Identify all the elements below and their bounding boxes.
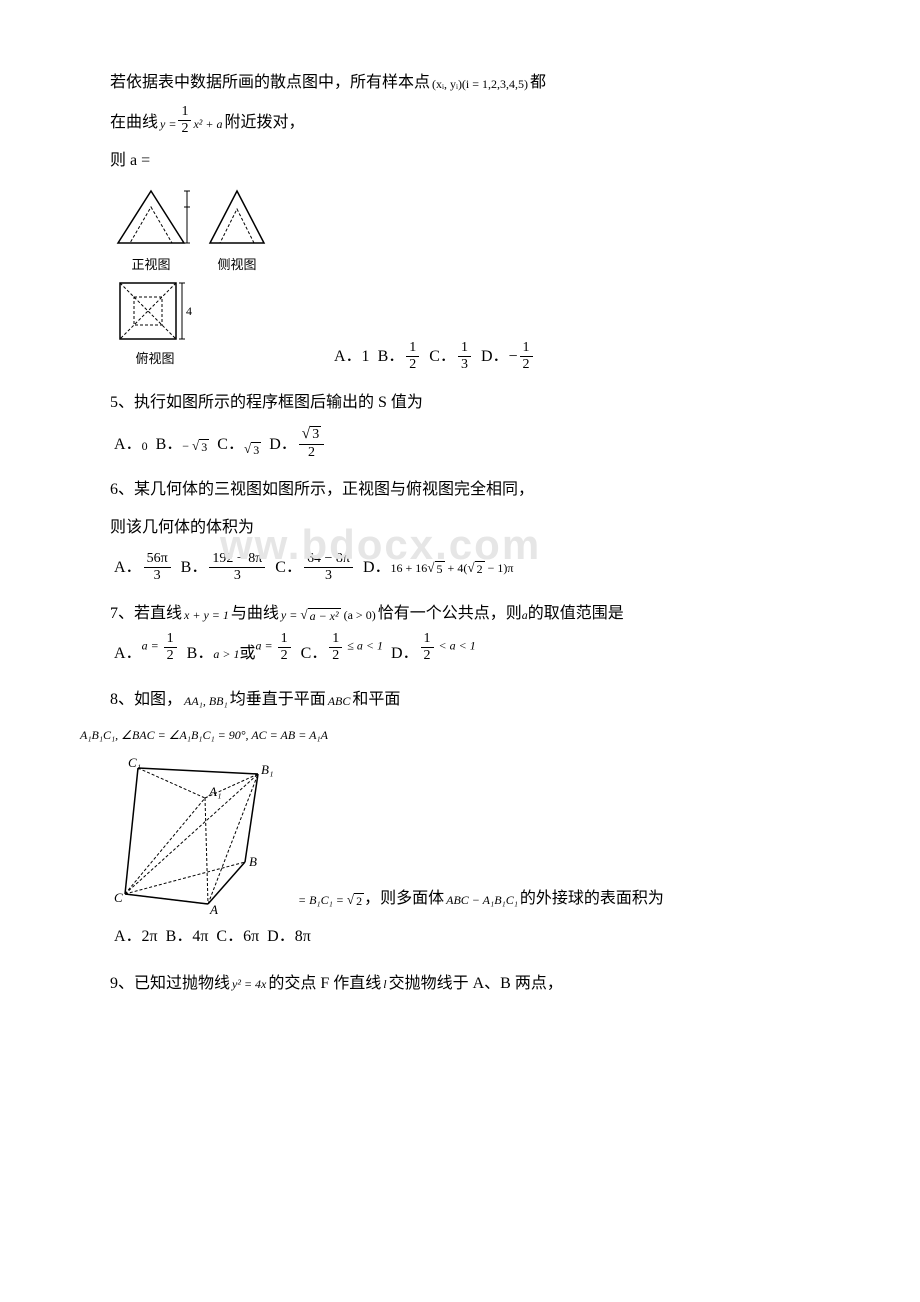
- q4-line1: 若依据表中数据所画的散点图中，所有样本点 (xᵢ, yᵢ)(i = 1,2,3,…: [110, 68, 820, 98]
- q8-optC: C．6π: [216, 922, 259, 952]
- q7-optC: C． 12 ≤ a < 1: [301, 637, 383, 669]
- svg-text:B: B: [249, 854, 257, 869]
- top-view-box: 4 俯视图: [110, 277, 200, 372]
- q7-stem: 7、若直线 x + y = 1 与曲线 y = √a − x² (a > 0) …: [110, 599, 820, 629]
- q7-optA: A． a = 12: [114, 637, 179, 669]
- q4-points-expr: (xᵢ, yᵢ)(i = 1,2,3,4,5): [432, 73, 528, 96]
- q6-options: A． 56π3 B． 192 − 8π3 C． 64 − 8π3 D． 16 +…: [110, 551, 820, 583]
- svg-text:C₁: C₁: [128, 755, 141, 770]
- q4-optA: A．1: [334, 342, 370, 372]
- q4-optD: D． − 12: [481, 340, 535, 372]
- q8-pre: 8、如图，: [110, 685, 182, 715]
- q9-post: 交抛物线于 A、B 两点，: [389, 969, 563, 999]
- q4-views-row1: 正视图 侧视图: [110, 185, 820, 278]
- svg-text:A: A: [209, 902, 218, 914]
- q5-optD: D． √3 2: [269, 426, 326, 460]
- q9-stem: 9、已知过抛物线 y² = 4x 的交点 F 作直线 l 交抛物线于 A、B 两…: [110, 969, 820, 999]
- svg-text:C: C: [114, 890, 123, 905]
- q8-figure-row: C₁ B₁ A₁ B C A = B₁C₁ = √2 ，则多面体 ABC − A…: [110, 754, 820, 914]
- front-view-icon: [110, 185, 192, 251]
- q8-seg: AA₁, BB₁: [184, 690, 228, 713]
- q4-line3-text: 则 a =: [110, 146, 150, 176]
- q6-optB: B． 192 − 8π3: [181, 551, 268, 583]
- q4-line1-pre: 若依据表中数据所画的散点图中，所有样本点: [110, 68, 430, 98]
- q6-optC: C． 64 − 8π3: [275, 551, 355, 583]
- q6-stem2: 则该几何体的体积为: [110, 513, 254, 543]
- svg-text:4: 4: [186, 304, 192, 318]
- q8-mid2: 和平面: [352, 685, 400, 715]
- side-view-icon: [202, 185, 272, 251]
- q4-line1-post: 都: [530, 68, 546, 98]
- q7-options: A． a = 12 B． a > 1 或 a = 12 C． 12 ≤ a < …: [110, 637, 820, 669]
- q6-optA: A． 56π3: [114, 551, 173, 583]
- q8-tail: = B₁C₁ = √2 ，则多面体 ABC − A₁B₁C₁ 的外接球的表面积为: [298, 884, 664, 914]
- q8-optD: D．8π: [267, 922, 311, 952]
- q7-post2: 的取值范围是: [528, 599, 624, 629]
- q6-stem2-line: ww.bdocx.com 则该几何体的体积为: [110, 513, 820, 543]
- q8-line1: 8、如图， AA₁, BB₁ 均垂直于平面 ABC 和平面: [110, 685, 820, 715]
- q4-curve-lhs: y =: [160, 113, 176, 136]
- q5-stem: 5、执行如图所示的程序框图后输出的 S 值为: [110, 388, 820, 418]
- top-view-caption: 俯视图: [135, 347, 174, 372]
- q4-line2-post: 附近拨对，: [224, 108, 304, 138]
- q8-solid-icon: C₁ B₁ A₁ B C A: [110, 754, 290, 914]
- q9-mid: 的交点 F 作直线: [268, 969, 381, 999]
- q7-mid: 与曲线: [231, 599, 279, 629]
- q5-optC: C． √3: [217, 430, 261, 460]
- q5-optB: B． − √3: [156, 430, 210, 460]
- q5-optA: A． 0: [114, 430, 148, 460]
- q7-pre: 7、若直线: [110, 599, 182, 629]
- front-view-box: 正视图: [110, 185, 192, 278]
- side-view-caption: 侧视图: [217, 253, 256, 278]
- q6-optD: D． 16 + 16√5 + 4(√2 − 1)π: [363, 553, 513, 583]
- q4-line2: 在曲线 y = 1 2 x² + a 附近拨对，: [110, 106, 820, 138]
- q4-optC: C． 13: [429, 340, 473, 372]
- q8-optB: B．4π: [166, 922, 209, 952]
- q5-options: A． 0 B． − √3 C． √3 D． √3 2: [110, 426, 820, 460]
- q4-line2-pre: 在曲线: [110, 108, 158, 138]
- q4-optB: B． 12: [378, 340, 422, 372]
- q4-curve-num: 1: [178, 104, 191, 120]
- q9-pre: 9、已知过抛物线: [110, 969, 230, 999]
- q4-curve-rhs: x² + a: [193, 113, 222, 136]
- front-view-caption: 正视图: [131, 253, 170, 278]
- q8-mid1: 均垂直于平面: [230, 685, 326, 715]
- q8-line2: A₁B₁C₁, ∠BAC = ∠A₁B₁C₁ = 90°, AC = AB = …: [80, 724, 820, 747]
- q9-eq: y² = 4x: [232, 973, 266, 996]
- q7-line-eq: x + y = 1: [184, 604, 229, 627]
- q6-stem: 6、某几何体的三视图如图所示，正视图与俯视图完全相同，: [110, 475, 820, 505]
- top-view-icon: 4: [110, 277, 200, 345]
- svg-text:A₁: A₁: [208, 784, 221, 799]
- q7-post: 恰有一个公共点，则: [378, 599, 522, 629]
- q7-optB: B． a > 1 或 a = 12: [187, 637, 293, 669]
- svg-text:B₁: B₁: [261, 762, 273, 777]
- side-view-box: 侧视图: [202, 185, 272, 278]
- q4-views-row2-and-options: 4 俯视图 A．1 B． 12 C． 13 D． − 12: [110, 277, 820, 372]
- q8-options: A．2π B．4π C．6π D．8π: [110, 922, 820, 952]
- q4-line3: 则 a =: [110, 146, 820, 176]
- q7-optD: D． 12 < a < 1: [391, 637, 476, 669]
- q4-curve-den: 2: [178, 121, 191, 136]
- q8-optA: A．2π: [114, 922, 158, 952]
